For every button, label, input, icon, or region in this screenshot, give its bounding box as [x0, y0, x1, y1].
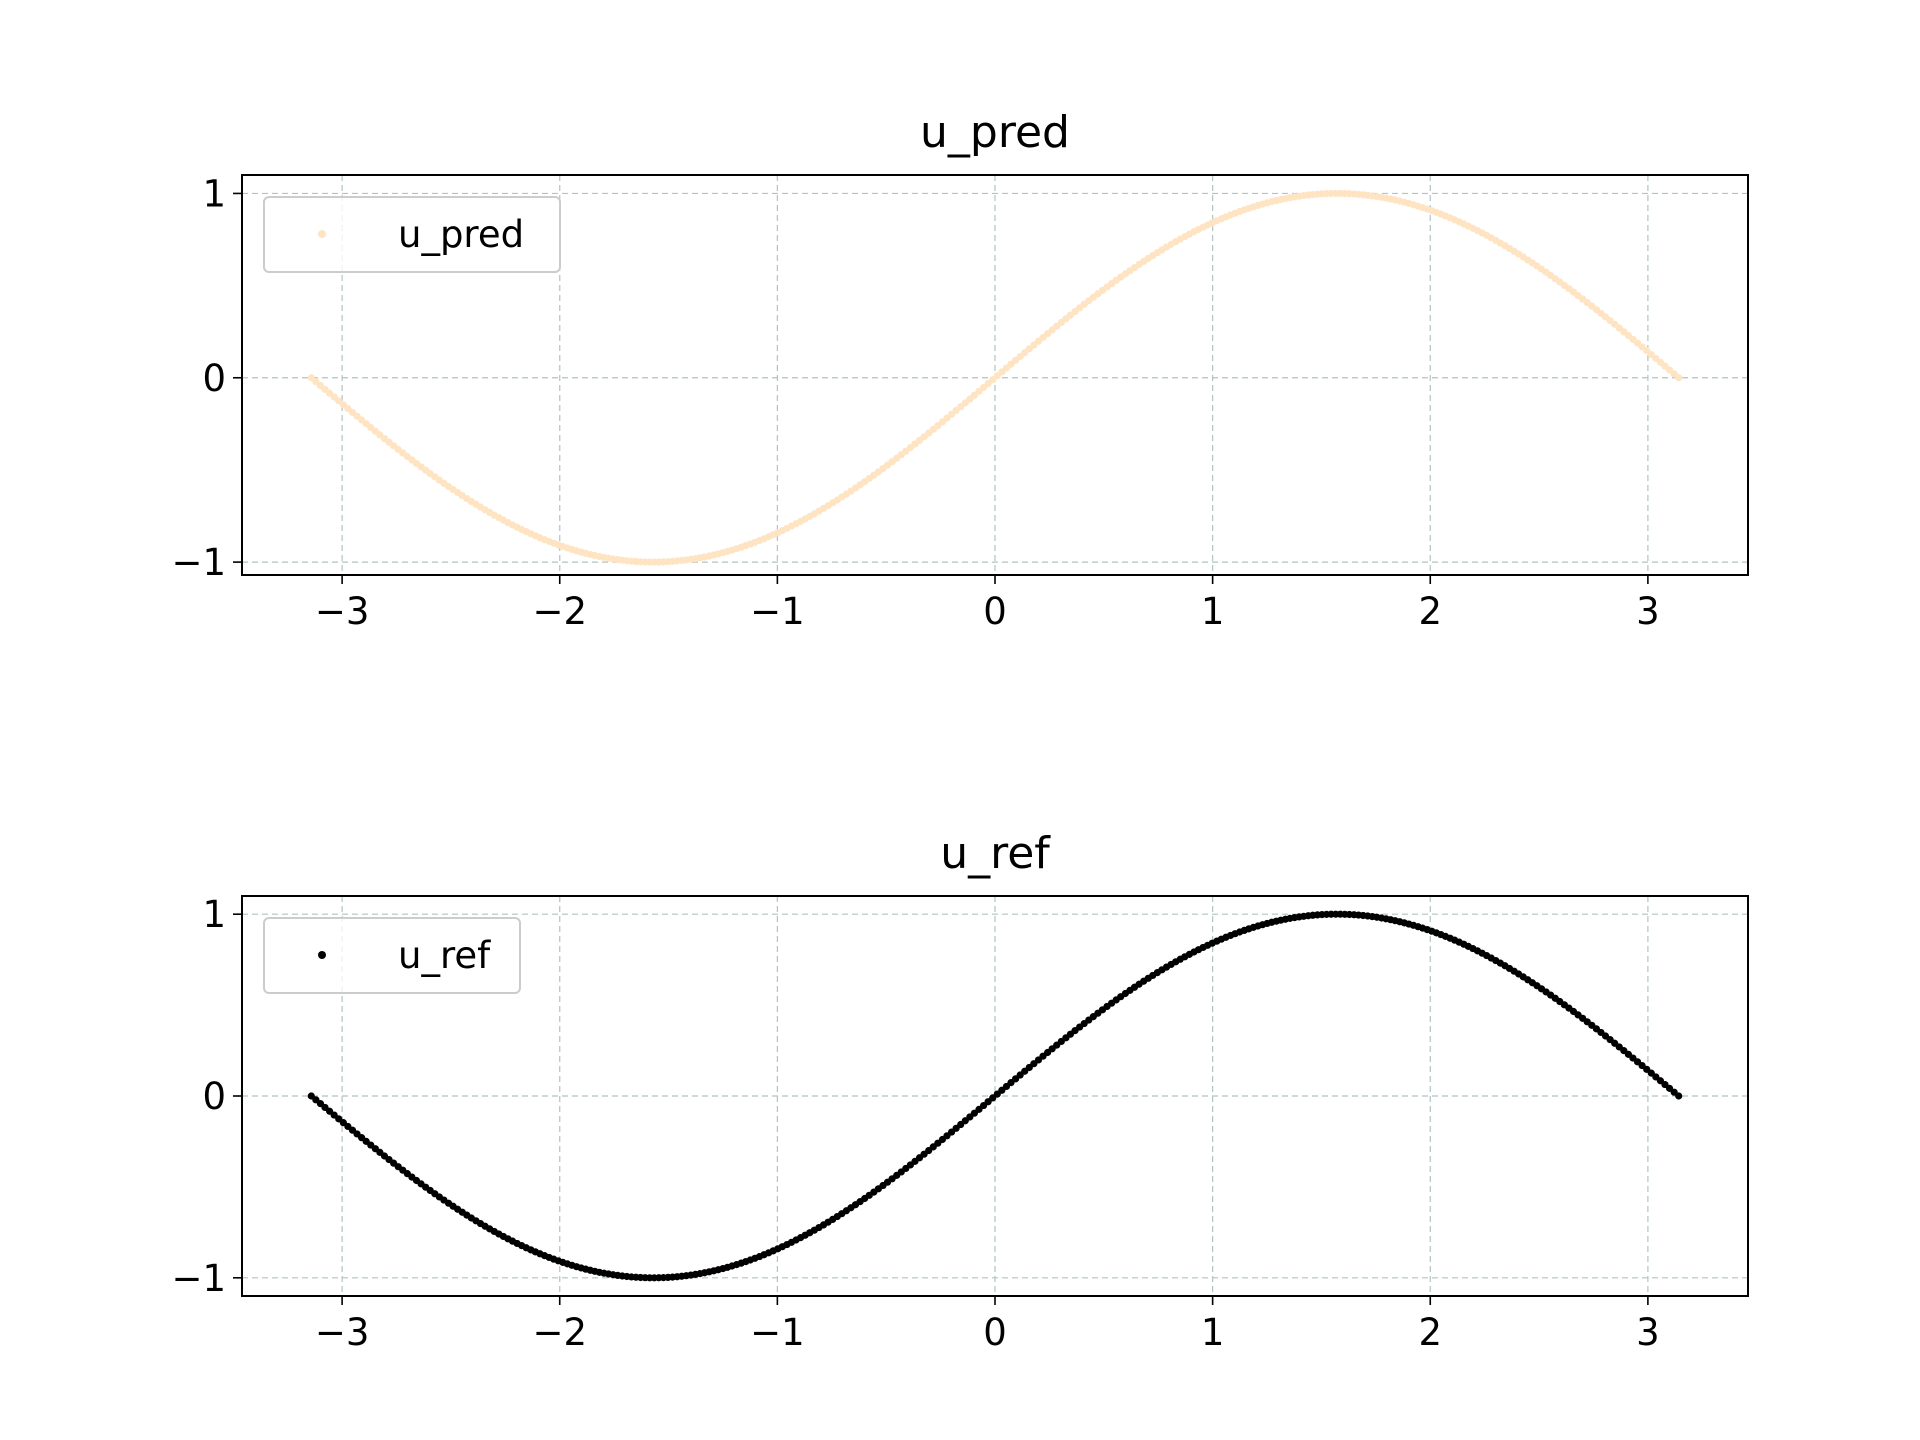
- series-points: [307, 910, 1683, 1282]
- subplot-u-ref: u_ref −3 −2 −1 0 1 2 3 −1 0 1 u_ref: [171, 828, 1749, 1354]
- y-tick-label: −1: [171, 1257, 226, 1300]
- x-tick-label: 2: [1418, 590, 1442, 633]
- x-tick-label: −3: [315, 1311, 370, 1354]
- x-tick-label: 2: [1418, 1311, 1442, 1354]
- x-tick-label: 3: [1636, 1311, 1660, 1354]
- x-tick-label: 0: [983, 1311, 1007, 1354]
- y-tick-label: −1: [171, 541, 226, 584]
- data-point: [1675, 374, 1683, 382]
- subplot-title: u_ref: [940, 828, 1051, 879]
- legend-box: [263, 917, 521, 994]
- x-tick-label: −3: [315, 590, 370, 633]
- y-tick-label: 1: [202, 893, 226, 936]
- ticks: −3 −2 −1 0 1 2 3 −1 0 1: [171, 172, 1659, 633]
- legend-marker: [318, 230, 326, 238]
- legend-label: u_ref: [398, 934, 491, 977]
- x-tick-label: 0: [983, 590, 1007, 633]
- x-tick-label: −2: [532, 590, 587, 633]
- legend-box: [263, 196, 561, 273]
- x-tick-label: 1: [1201, 1311, 1225, 1354]
- legend-marker: [318, 951, 326, 959]
- y-tick-label: 1: [202, 172, 226, 215]
- data-point: [1675, 1092, 1683, 1100]
- x-tick-label: −1: [750, 590, 805, 633]
- series-points: [307, 189, 1683, 566]
- subplot-u-pred: u_pred −3 −2 −1 0 1 2 3 −1 0 1 u_pred: [171, 107, 1749, 633]
- subplot-title: u_pred: [920, 107, 1070, 158]
- y-tick-label: 0: [202, 1075, 226, 1118]
- legend-label: u_pred: [398, 213, 524, 256]
- x-tick-label: 1: [1201, 590, 1225, 633]
- x-tick-label: −2: [532, 1311, 587, 1354]
- legend: u_pred: [263, 196, 561, 273]
- x-tick-label: 3: [1636, 590, 1660, 633]
- y-tick-label: 0: [202, 357, 226, 400]
- x-tick-label: −1: [750, 1311, 805, 1354]
- ticks: −3 −2 −1 0 1 2 3 −1 0 1: [171, 893, 1659, 1354]
- legend: u_ref: [263, 917, 521, 994]
